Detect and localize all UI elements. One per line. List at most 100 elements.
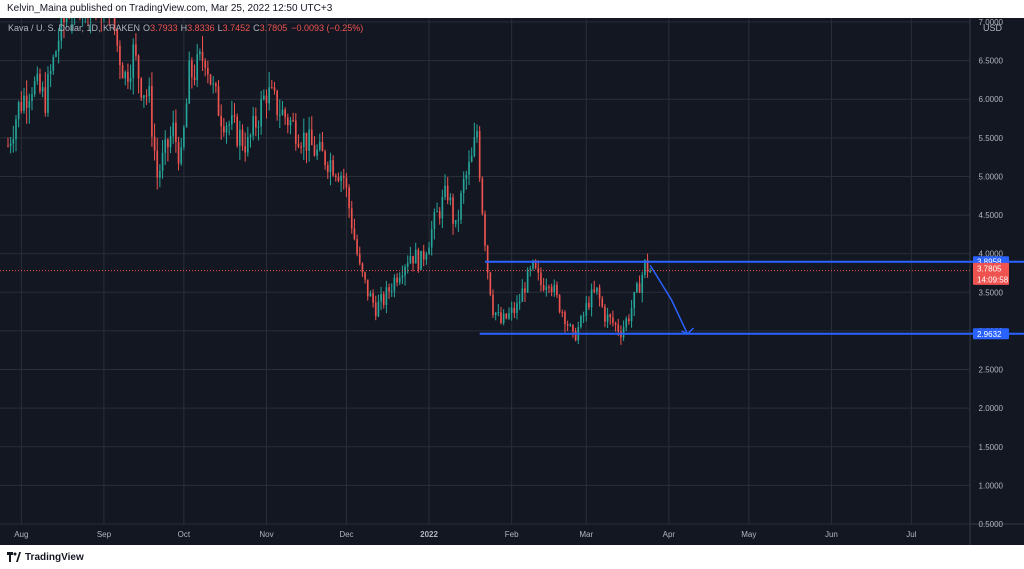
candle-body <box>542 285 545 290</box>
candle-body <box>422 250 425 260</box>
candle-body <box>350 208 353 229</box>
candle-body <box>23 95 25 111</box>
candle-body <box>454 220 457 224</box>
candle-body <box>342 175 345 178</box>
candle-body <box>273 87 276 91</box>
candle-body <box>172 122 175 137</box>
candle-body <box>9 143 12 146</box>
candle-body <box>278 114 281 116</box>
candle-body <box>260 99 262 127</box>
candle-body <box>175 122 177 143</box>
price-tick-label: 6.5000 <box>979 57 1004 66</box>
candle-body <box>252 116 254 136</box>
candle-body <box>558 295 561 312</box>
candle-body <box>585 303 588 316</box>
price-tick-label: 2.0000 <box>979 404 1004 413</box>
candle-body <box>582 315 585 317</box>
candle-body <box>412 255 414 264</box>
candle-body <box>119 45 121 66</box>
candle-body <box>404 266 406 276</box>
time-axis[interactable]: Aug Sep Oct Nov Dec 2022 Feb Mar Apr May Jun Jul <box>14 530 916 539</box>
price-tick-label: 7.0000 <box>979 18 1004 27</box>
candle-body <box>121 65 124 79</box>
candle-body <box>393 277 396 292</box>
legend-l-label: L <box>218 23 223 33</box>
candle-body <box>601 298 604 307</box>
legend-h-label: H <box>181 23 188 33</box>
candle-body <box>137 55 140 79</box>
candle-body <box>500 312 502 324</box>
candle-body <box>193 77 196 81</box>
candle-body <box>113 18 116 30</box>
resistance-tag-label: 3.8958 <box>977 258 1002 267</box>
candle-body <box>292 120 294 122</box>
time-tick-label: Feb <box>505 530 519 539</box>
candle-body <box>649 270 652 273</box>
candle-body <box>569 324 572 326</box>
candle-body <box>204 60 207 68</box>
legend-o-value: 3.7933 <box>150 23 178 33</box>
candle-body <box>494 312 497 315</box>
candle-body <box>332 160 334 176</box>
time-tick-label: Dec <box>339 530 353 539</box>
candle-body <box>284 109 286 118</box>
candle-body <box>638 283 641 293</box>
candle-body <box>553 284 556 292</box>
candle-body <box>380 294 382 302</box>
candle-body <box>572 324 574 332</box>
currency-label: USD <box>983 23 1003 33</box>
candle-body <box>228 124 231 126</box>
candle-body <box>361 263 364 273</box>
candlestick-chart[interactable]: 0.50001.00001.50002.00002.50003.00003.50… <box>0 18 1024 545</box>
candle-body <box>28 101 31 108</box>
candle-body <box>489 272 492 295</box>
price-tick-label: 4.0000 <box>979 250 1004 259</box>
candle-body <box>159 171 161 178</box>
price-tick-label: 6.0000 <box>979 95 1004 104</box>
candle-body <box>247 137 249 153</box>
candle-body <box>20 101 23 111</box>
symbol-legend: Kava / U. S. Dollar, 1D, KRAKEN O3.7933 H3… <box>8 23 363 33</box>
candles <box>7 18 652 345</box>
candle-body <box>548 286 550 288</box>
candle-body <box>550 286 553 292</box>
candle-body <box>249 135 252 138</box>
candle-body <box>255 116 257 128</box>
candle-body <box>140 78 143 98</box>
time-tick-label: Jun <box>825 530 838 539</box>
candle-body <box>436 211 438 213</box>
chart-area[interactable]: 0.50001.00001.50002.00002.50003.00003.50… <box>0 18 1024 545</box>
candle-body <box>151 86 153 137</box>
candle-body <box>300 146 302 148</box>
time-tick-label: Aug <box>14 530 28 539</box>
candle-body <box>268 87 270 104</box>
candle-body <box>233 115 236 117</box>
candle-body <box>225 125 228 133</box>
candle-body <box>476 131 478 138</box>
candle-body <box>348 187 350 209</box>
candle-body <box>286 117 289 126</box>
candle-body <box>617 324 620 332</box>
candle-body <box>486 245 489 273</box>
candle-body <box>545 286 548 290</box>
candle-body <box>425 254 428 260</box>
svg-text:Kava / U. S. Dollar, 1D, KRAKE: Kava / U. S. Dollar, 1D, KRAKEN O3.7933 H3… <box>8 23 363 33</box>
candle-body <box>345 177 348 188</box>
candle-body <box>596 287 598 292</box>
trend-drawings[interactable] <box>0 260 1024 335</box>
candle-body <box>417 249 420 270</box>
candle-body <box>636 283 638 293</box>
candle-body <box>622 327 625 338</box>
candle-body <box>353 228 356 240</box>
candle-body <box>167 139 169 148</box>
candle-body <box>526 269 529 293</box>
candle-body <box>449 197 452 201</box>
price-axis[interactable]: 0.50001.00001.50002.00002.50003.00003.50… <box>973 18 1009 529</box>
tradingview-brand[interactable]: TradingView <box>7 550 84 564</box>
time-tick-label: 2022 <box>420 530 438 539</box>
candle-body <box>308 129 310 151</box>
candle-body <box>143 95 145 98</box>
time-tick-label: Nov <box>259 530 273 539</box>
candle-body <box>484 213 486 246</box>
candle-body <box>566 324 569 326</box>
